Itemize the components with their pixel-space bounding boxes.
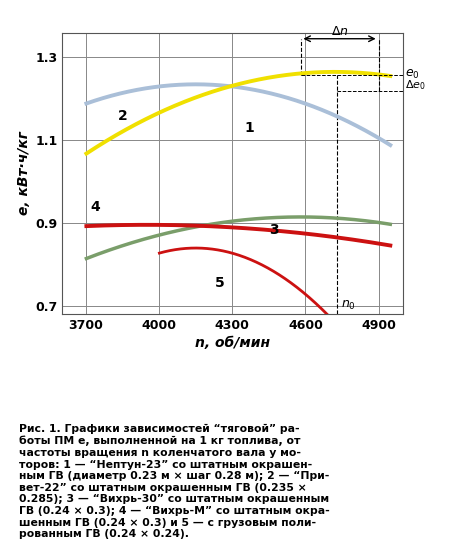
Text: $\Delta n$: $\Delta n$ [331,25,348,38]
Y-axis label: e, кВт·ч/кг: e, кВт·ч/кг [17,132,31,215]
Text: 4: 4 [91,200,100,214]
Text: Рис. 1. Графики зависимостей “тяговой” ра-
боты ПМ e, выполненной на 1 кг топлив: Рис. 1. Графики зависимостей “тяговой” р… [19,424,330,539]
Text: 1: 1 [245,121,254,135]
Text: 5: 5 [215,276,225,291]
Text: $e_0$: $e_0$ [405,68,420,81]
Text: $n_0$: $n_0$ [341,299,356,312]
X-axis label: n, об/мин: n, об/мин [195,335,270,350]
Text: 2: 2 [118,108,128,122]
Text: 3: 3 [269,223,278,236]
Text: $\Delta e_0$: $\Delta e_0$ [405,79,426,92]
